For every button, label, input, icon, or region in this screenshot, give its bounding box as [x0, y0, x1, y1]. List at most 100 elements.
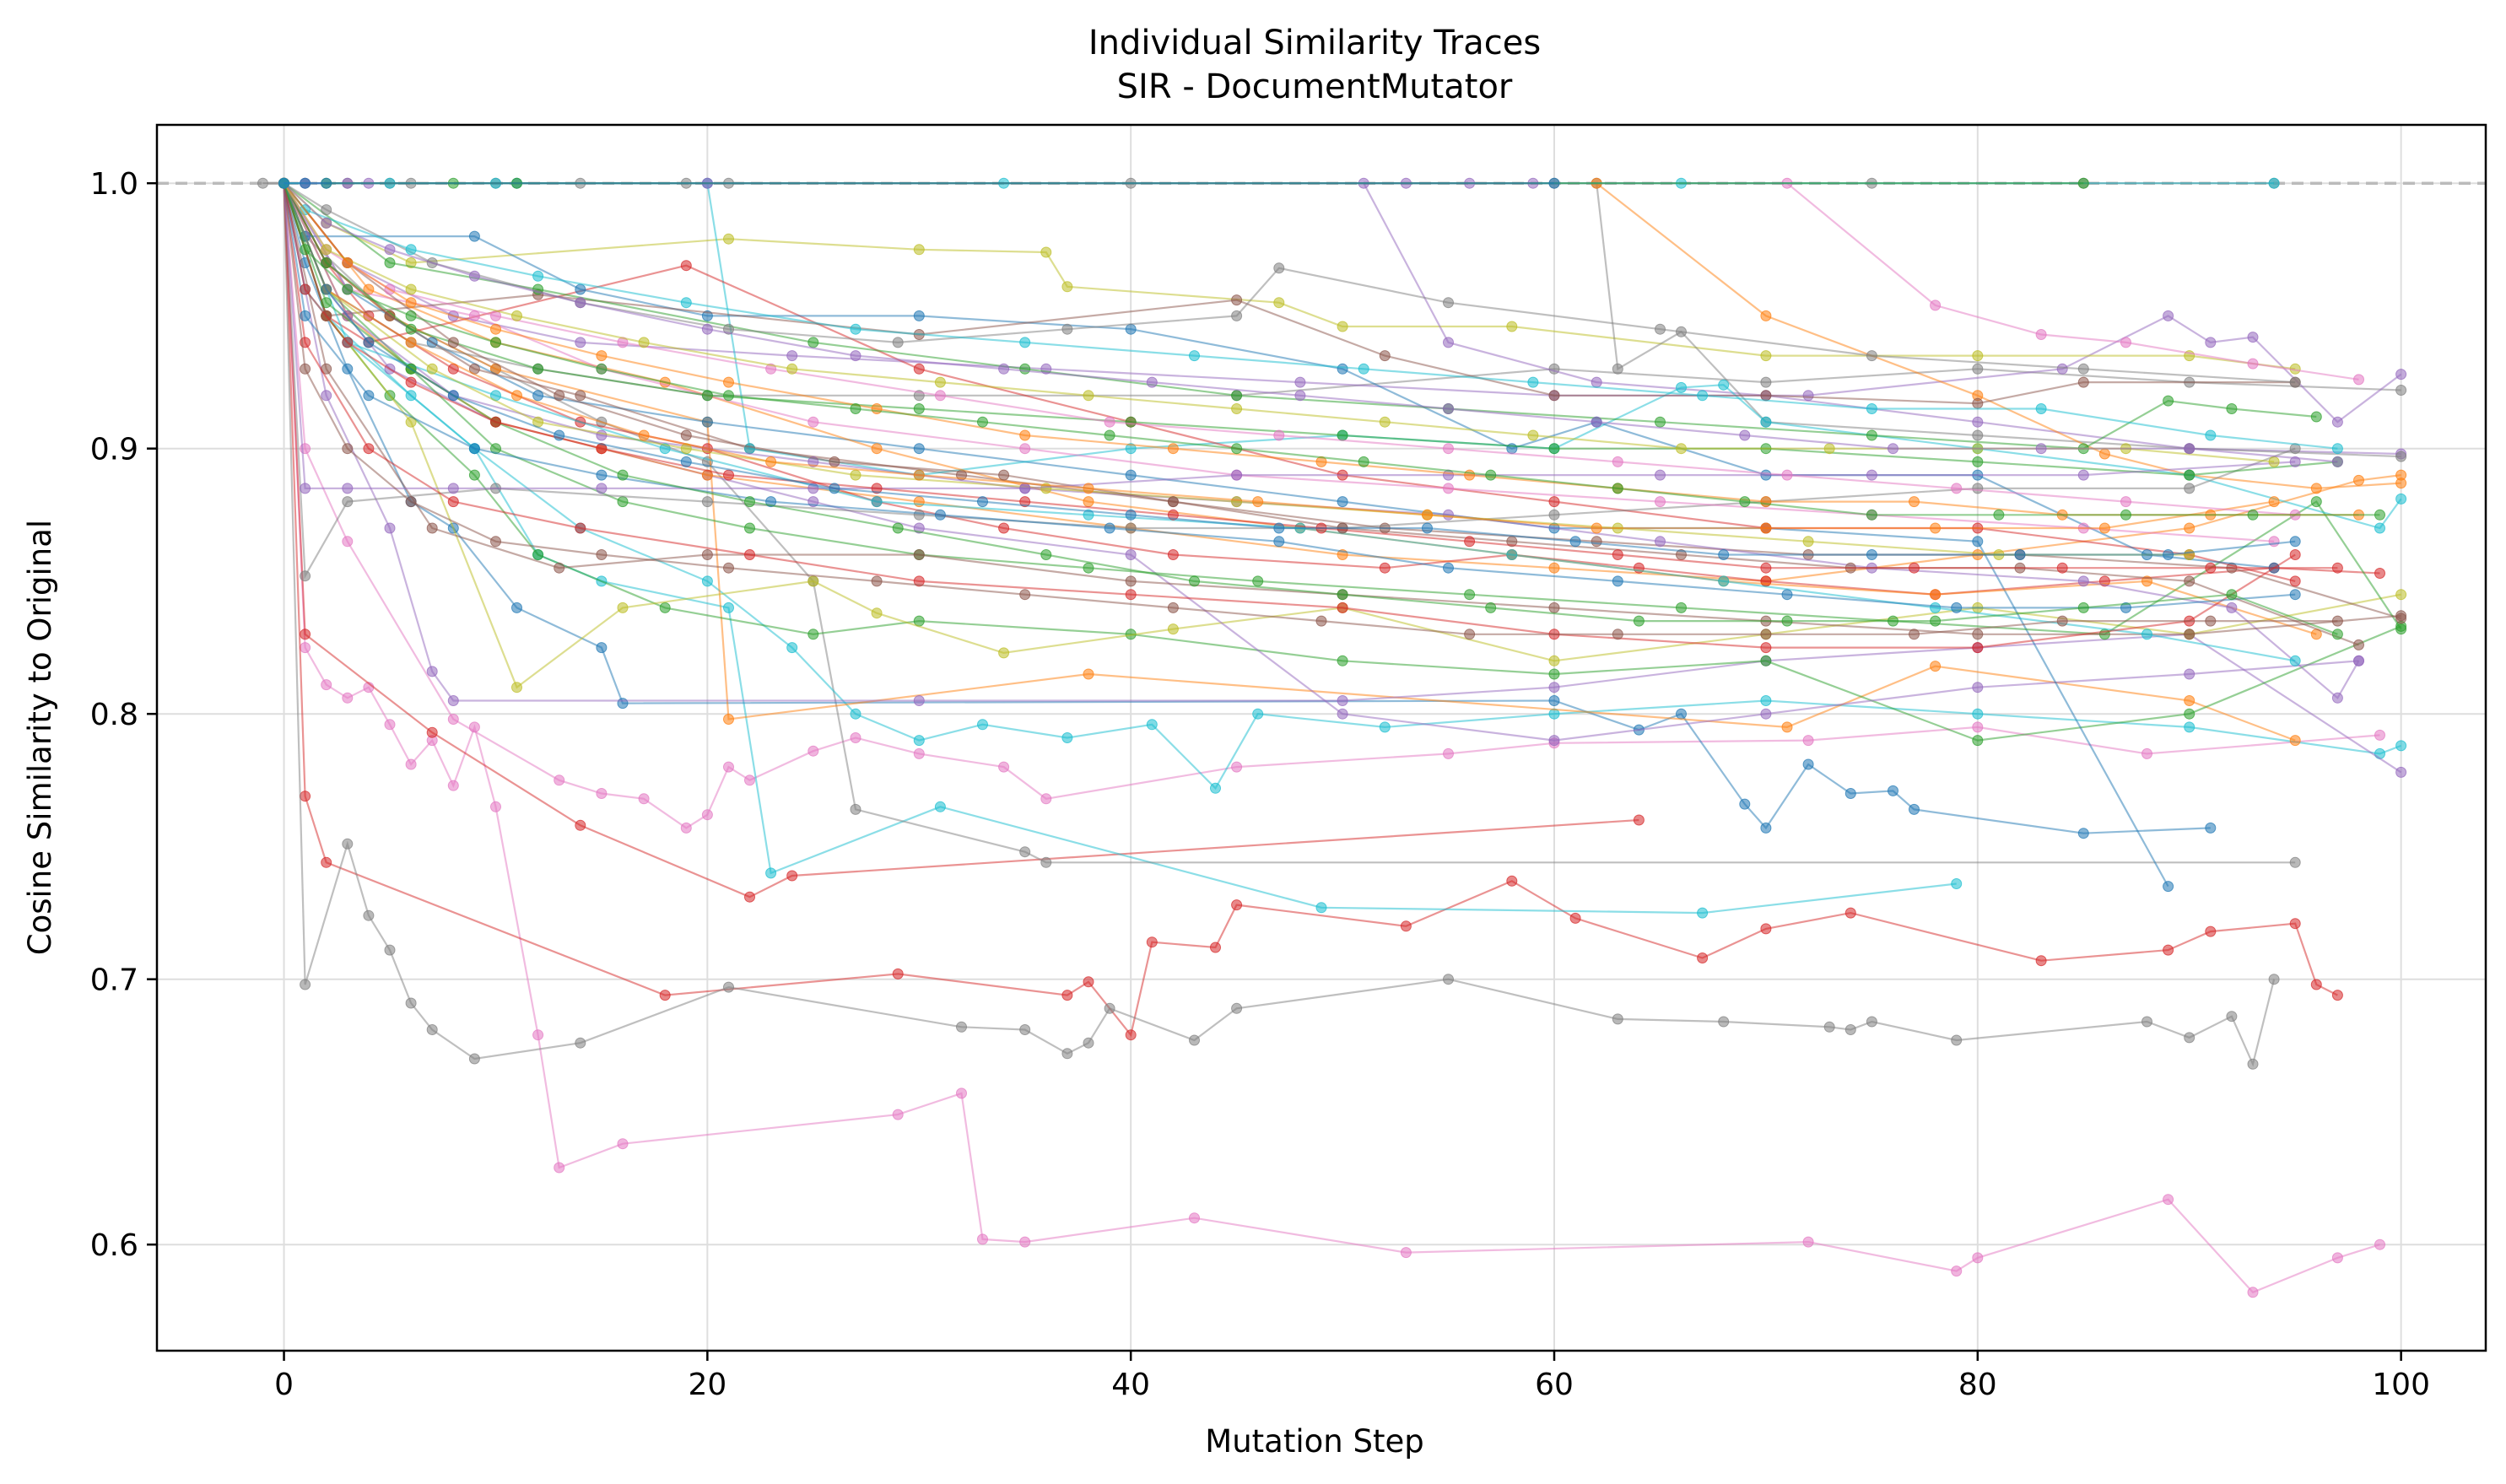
series-48-point-17	[2331, 562, 2343, 574]
series-7-point-17	[2077, 828, 2089, 839]
series-7-point-12	[1760, 822, 1772, 834]
series-28-point-5	[913, 310, 925, 321]
series-19-point-6	[1294, 376, 1306, 388]
series-40-point-7	[1231, 496, 1243, 508]
series-19-point-3	[575, 337, 586, 348]
series-line-42	[283, 182, 2296, 384]
series-28-point-6	[1125, 323, 1137, 335]
y-tick-label-4: 1.0	[90, 167, 138, 202]
series-6-point-10	[2289, 856, 2301, 868]
series-53-point-10	[1443, 403, 1454, 414]
series-27-point-11	[2289, 575, 2301, 587]
series-18-point-9	[1972, 363, 1984, 375]
series-0-point-24	[2247, 1287, 2259, 1298]
series-5-point-8	[934, 801, 946, 812]
series-22-point-7	[2353, 374, 2364, 386]
series-36-point-7	[1443, 483, 1454, 494]
series-51-point-13	[1760, 629, 1772, 640]
series-9-point-5	[723, 714, 734, 725]
series-22-point-5	[2120, 337, 2131, 348]
series-33-point-12	[2395, 610, 2407, 622]
series-44-point-3	[511, 390, 522, 402]
series-51-point-7	[871, 575, 883, 587]
series-51-point-10	[1315, 615, 1327, 627]
x-tick-label-2: 40	[1111, 1368, 1150, 1402]
series-41-point-2	[447, 337, 459, 348]
series-53-point-2	[384, 244, 396, 256]
series-49-point-4	[554, 429, 565, 441]
series-44-point-4	[638, 429, 650, 441]
series-50-point-9	[1379, 416, 1391, 428]
series-22-point-6	[2247, 358, 2259, 370]
series-48-point-14	[1909, 562, 1920, 574]
series-line-47	[283, 182, 2296, 516]
series-line-24	[1596, 183, 2401, 458]
series-8-point-11	[1146, 719, 1158, 731]
series-30-point-10	[2163, 395, 2174, 407]
series-26-point-7	[1676, 381, 1687, 393]
series-12-point-10	[1548, 655, 1560, 666]
series-0-point-19	[1400, 1247, 1412, 1259]
series-32-point-12	[2331, 692, 2343, 704]
series-0-point-15	[956, 1087, 967, 1099]
series-38-point-8	[1337, 602, 1348, 613]
series-49-point-2	[363, 337, 375, 348]
series-37-point-2	[405, 323, 417, 335]
series-3-point-6	[1633, 814, 1645, 826]
series-21-point-11	[1972, 350, 1984, 362]
series-54-point-13	[1612, 483, 1623, 494]
series-6-point-8	[1019, 846, 1031, 858]
series-42-point-1	[321, 204, 332, 216]
series-39-point-6	[934, 509, 946, 521]
series-47-point-9	[1443, 443, 1454, 455]
series-5-point-11	[1951, 878, 1963, 889]
series-8-point-13	[1252, 708, 1264, 720]
series-48-point-4	[490, 416, 501, 428]
series-3-point-2	[426, 726, 438, 738]
x-tick-label-4: 80	[1958, 1368, 1997, 1402]
series-37-point-6	[1125, 416, 1137, 428]
series-16-point-5	[913, 443, 925, 455]
series-0-point-11	[532, 1029, 544, 1041]
x-tick-label-0: 0	[274, 1368, 294, 1402]
series-33-point-4	[701, 549, 713, 560]
series-53-point-14	[2035, 443, 2047, 455]
series-49-point-9	[1273, 522, 1285, 534]
series-47-point-10	[1612, 456, 1623, 467]
series-46-point-2	[405, 244, 417, 256]
series-trace-47	[278, 177, 2301, 521]
series-11-point-11	[1760, 655, 1772, 666]
series-4-point-15	[1040, 793, 1052, 805]
series-42-point-8	[1273, 262, 1285, 274]
series-48-point-6	[723, 469, 734, 481]
series-43-point-4	[596, 483, 608, 494]
series-54-point-3	[405, 310, 417, 321]
y-tick-label-1: 0.7	[90, 963, 138, 998]
series-29-point-8	[1972, 397, 1984, 409]
series-56-point-6	[2268, 177, 2280, 189]
series-50-point-11	[1676, 443, 1687, 455]
series-trace-23	[1358, 177, 2407, 460]
series-4-point-9	[723, 761, 734, 773]
series-12-point-8	[1167, 623, 1179, 635]
series-10-point-11	[2395, 766, 2407, 778]
series-trace-53	[278, 177, 2343, 467]
series-41-point-5	[829, 456, 840, 467]
series-29-point-4	[1231, 294, 1243, 306]
series-39-point-4	[596, 469, 608, 481]
series-15-point-8	[1167, 549, 1179, 560]
y-axis-label: Cosine Similarity to Original	[22, 520, 58, 955]
series-49-point-8	[1125, 509, 1137, 521]
series-44-point-9	[1422, 509, 1433, 521]
series-trace-2	[278, 177, 2280, 1070]
series-2-point-23	[1951, 1034, 1963, 1046]
series-36-point-11	[2268, 536, 2280, 548]
series-8-point-16	[1760, 695, 1772, 706]
series-48-point-9	[1167, 509, 1179, 521]
series-59-point-3	[1548, 177, 1560, 189]
series-49-point-12	[1718, 549, 1730, 560]
series-34-point-2	[342, 496, 354, 508]
series-7-point-8	[1548, 695, 1560, 706]
series-54-point-19	[2374, 509, 2385, 521]
series-48-point-13	[1760, 562, 1772, 574]
